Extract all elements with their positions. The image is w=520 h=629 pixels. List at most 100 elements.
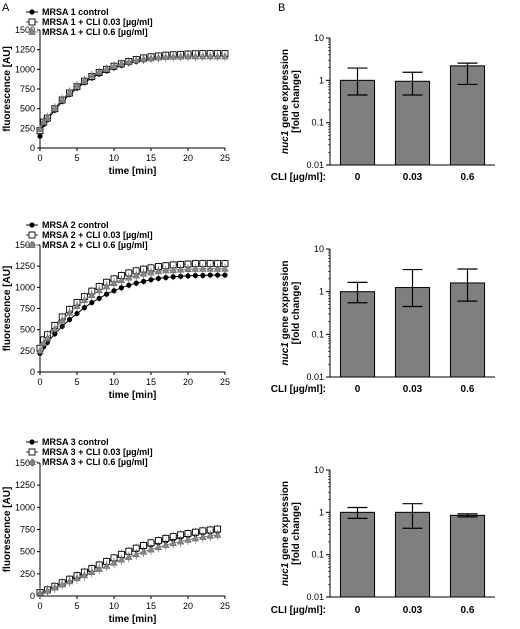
data-point [176,52,185,60]
y-tick-label: 500 [20,104,35,114]
line-chart-2: 0 250 500 750 1000 1250 1500 0 5 10 15 20 25 time [mi… [2,220,230,401]
data-point [73,574,81,582]
data-point [178,273,184,279]
data-point [213,530,222,538]
y-tick-label: 250 [20,123,35,133]
data-point [117,276,126,284]
data-point [185,273,191,279]
data-point [111,288,117,294]
y-tick-label: 0 [30,367,35,377]
category-label: 0.6 [461,605,475,616]
y-axis-label-text: gene expression [280,260,291,342]
data-point [154,267,163,275]
data-point [88,291,96,298]
data-point [162,53,170,61]
data-point [81,305,87,311]
data-point [58,580,66,588]
y-tick-label: 1250 [15,261,35,271]
category-label: 0 [355,384,361,395]
data-point [95,286,103,294]
data-point [141,278,147,285]
data-point [110,558,118,566]
data-point [169,266,177,273]
legend-marker [28,231,36,239]
y-axis-label: nuc1 gene expression [280,260,291,365]
data-point [125,553,133,560]
x-axis-label: time [min] [109,390,157,401]
data-point [199,52,207,60]
y-axis-label-text: gene expression [280,481,291,563]
x-tick-label: 0 [37,377,42,387]
y-tick-label: 0.01 [306,372,324,382]
bar-chart-2: 0.01 0.1 1 10 nuc1 gene expression [fold chan… [271,244,495,395]
y-tick-label: 10 [314,33,324,43]
data-point [43,334,52,342]
data-point [102,282,111,290]
legend-label: MRSA 3 + CLI 0.03 [µg/ml] [42,447,153,457]
data-point [73,302,81,309]
y-tick-label: 1000 [15,64,35,74]
panel-label-a: A [2,2,10,14]
y-tick-label: 250 [20,346,35,356]
data-point [154,543,163,551]
data-point [118,285,124,291]
y-tick-label: 750 [20,304,35,314]
data-point [51,104,59,111]
data-point [67,316,73,323]
data-point [184,52,192,60]
legend-label: MRSA 1 + CLI 0.03 [µg/ml] [42,17,153,27]
x-tick-label: 25 [220,377,230,387]
data-point [132,550,140,558]
data-point [80,296,89,303]
y-tick-label: 500 [20,547,35,557]
y-tick-label: 1000 [15,282,35,292]
data-point [39,339,48,347]
data-point [206,531,214,539]
category-label: 0.6 [461,172,475,183]
y-tick-label: 1500 [15,25,35,35]
data-point [199,264,207,272]
legend-label: MRSA 3 control [42,437,109,447]
y-tick-label: 1500 [15,240,35,250]
y-axis-label: fluorescence [AU] [2,266,13,352]
category-label: 0.6 [461,384,475,395]
bar-chart-1: 0.01 0.1 1 10 nuc1 gene expression [fold chan… [271,33,495,183]
data-point [200,272,206,279]
data-point [162,541,170,548]
data-point [37,133,43,139]
x-tick-label: 10 [109,601,119,611]
panel-label-b: B [278,2,285,14]
y-axis-label-unit: [fold change] [291,282,302,345]
x-tick-label: 25 [220,153,230,163]
data-point [206,264,214,272]
legend-marker [29,439,35,445]
y-tick-label: 0 [30,591,35,601]
data-point [36,589,44,596]
data-point [65,577,74,585]
data-point [207,272,213,278]
y-tick-label: 750 [20,525,35,535]
data-point [96,295,102,301]
y-tick-label: 1 [319,507,324,517]
legend-label: MRSA 3 + CLI 0.6 [µg/ml] [42,457,148,467]
x-axis-label: CLI [µg/ml]: [271,605,326,616]
data-point [221,264,229,272]
data-point [132,271,140,279]
data-point [139,55,148,63]
data-point [88,568,96,575]
x-tick-label: 10 [109,153,119,163]
x-tick-label: 5 [74,377,79,387]
legend-label: MRSA 2 + CLI 0.6 [µg/ml] [42,240,148,250]
legend-marker [28,28,36,35]
category-label: 0 [355,172,361,183]
y-tick-label: 0.01 [306,160,324,170]
y-tick-label: 250 [20,569,35,579]
data-point [192,272,198,279]
y-axis-label-gene: nuc1 [280,130,291,154]
data-point [155,275,161,282]
data-point [125,58,133,65]
y-tick-label: 0.1 [311,329,324,339]
category-label: 0 [355,605,361,616]
data-point [39,117,48,125]
